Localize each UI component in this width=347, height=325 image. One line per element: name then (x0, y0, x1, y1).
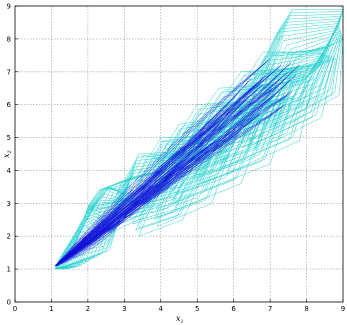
x-tick-label: 9 (341, 305, 345, 313)
reachable-set-box (85, 188, 134, 218)
trajectory-line (54, 78, 253, 266)
reachable-set-box (185, 86, 268, 146)
trajectory-line (54, 120, 220, 266)
reachable-set-box (268, 34, 343, 121)
reachable-set-box (84, 187, 137, 228)
reachable-set-box (86, 186, 132, 213)
y-tick-label: 8 (7, 35, 11, 43)
reachable-set-box (188, 83, 271, 144)
reachable-set-box (272, 36, 343, 126)
y-tick-label: 6 (7, 101, 12, 109)
reachable-set-box (266, 11, 343, 75)
trajectory-line (55, 67, 297, 266)
y-tick-label: 4 (7, 167, 12, 175)
reachable-set-box (263, 13, 343, 78)
reachable-set-box (238, 54, 328, 129)
x-tick-label: 4 (159, 305, 164, 313)
reachable-set-box (251, 27, 341, 98)
x-tick-label: 1 (49, 305, 53, 313)
y-tick-label: 0 (7, 299, 11, 307)
x-tick-label: 8 (304, 305, 308, 313)
trajectory-line (55, 73, 268, 266)
y-tick-label: 2 (7, 233, 11, 241)
x-axis-label-main: x (176, 314, 181, 323)
y-tick-label: 9 (7, 3, 11, 11)
axis-ticks: 0 1 2 3 4 5 6 7 8 9 0 1 2 3 4 5 6 7 8 9 (7, 3, 346, 314)
trajectory-line (56, 76, 266, 266)
trajectory-line (54, 65, 300, 266)
trajectory-series (54, 58, 300, 267)
reachable-set-box (225, 78, 315, 175)
reachable-set-box (260, 16, 342, 81)
trajectory-line (56, 82, 247, 266)
x-axis-label: x1 (176, 314, 184, 325)
x-tick-label: 0 (13, 305, 17, 313)
y-axis-label: x2 (2, 150, 13, 158)
reachable-set-box (126, 153, 200, 213)
x-tick-label: 2 (86, 305, 90, 313)
trajectory-line (54, 140, 216, 266)
trajectory-line (56, 204, 134, 267)
reachable-set-box (106, 168, 170, 230)
trajectory-line (56, 69, 295, 266)
reachable-set-box (247, 46, 331, 121)
trajectory-line (54, 71, 271, 266)
x-tick-label: 5 (195, 305, 199, 313)
y-tick-label: 5 (7, 134, 11, 142)
x-tick-label: 7 (268, 305, 272, 313)
plot-frame (14, 5, 344, 303)
y-tick-label: 7 (7, 68, 11, 76)
y-tick-label: 3 (7, 200, 11, 208)
y-tick-label: 1 (7, 266, 11, 274)
reachable-set-box (264, 32, 342, 115)
x-axis-label-subscript: 1 (181, 319, 184, 325)
reachable-set-box (207, 80, 293, 159)
y-axis-label-main: x (2, 153, 11, 158)
trajectory-line (55, 80, 250, 266)
reachable-set-box (256, 29, 341, 104)
y-axis-label-subscript: 2 (7, 150, 13, 154)
x-tick-label: 3 (122, 305, 126, 313)
x-tick-label: 6 (231, 305, 236, 313)
trajectory-line (54, 104, 227, 266)
reachable-set-box (260, 31, 342, 109)
trajectory-line (54, 58, 271, 266)
trajectory-line (55, 60, 268, 266)
